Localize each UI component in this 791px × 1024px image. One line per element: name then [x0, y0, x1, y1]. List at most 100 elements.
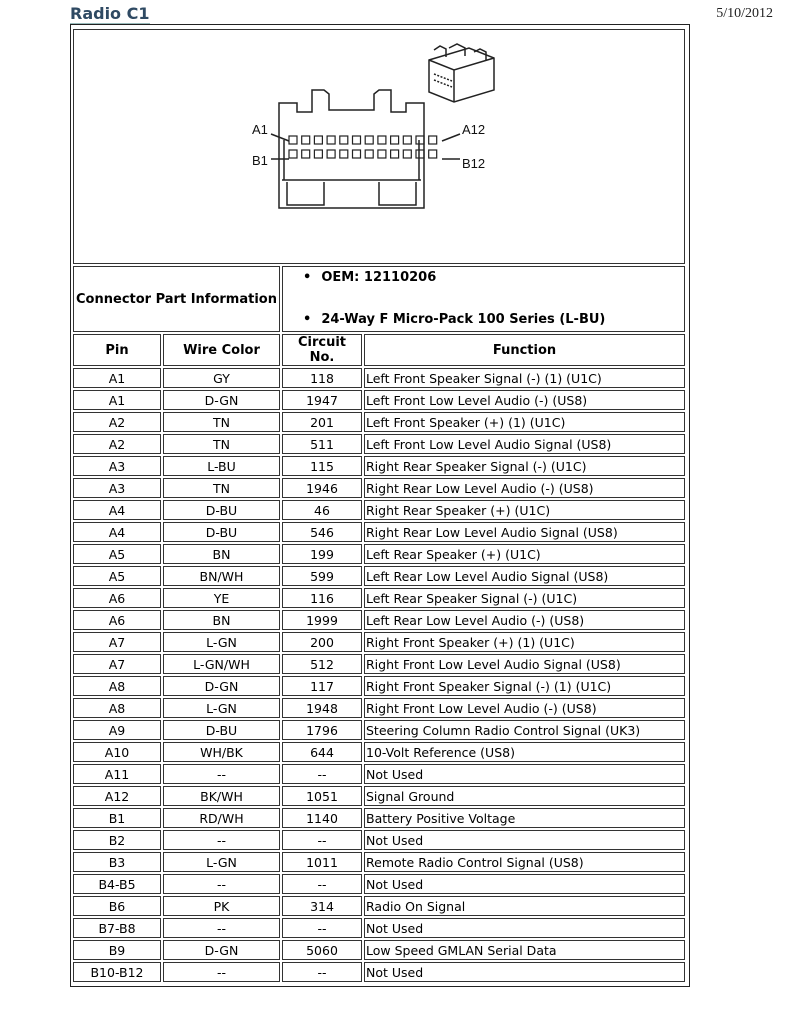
- cell-wire-color: YE: [163, 588, 280, 608]
- cell-pin: B3: [73, 852, 161, 872]
- cell-function: Right Front Speaker (+) (1) (U1C): [364, 632, 685, 652]
- cell-function: Not Used: [364, 764, 685, 784]
- cell-function: Right Front Speaker Signal (-) (1) (U1C): [364, 676, 685, 696]
- cell-function: Right Front Low Level Audio (-) (US8): [364, 698, 685, 718]
- cell-wire-color: BN/WH: [163, 566, 280, 586]
- cell-wire-color: PK: [163, 896, 280, 916]
- cell-circuit-number: 546: [282, 522, 362, 542]
- table-row: A6 BN 1999 Left Rear Low Level Audio (-) (U…: [73, 610, 685, 630]
- cell-circuit-number: 1947: [282, 390, 362, 410]
- cell-wire-color: L-GN: [163, 632, 280, 652]
- cell-wire-color: L-BU: [163, 456, 280, 476]
- cell-pin: A1: [73, 390, 161, 410]
- table-row: B7-B8 -- -- Not Used: [73, 918, 685, 938]
- cell-function: Radio On Signal: [364, 896, 685, 916]
- pin-cavity: [326, 135, 336, 145]
- cell-function: Right Rear Low Level Audio (-) (US8): [364, 478, 685, 498]
- cell-wire-color: --: [163, 874, 280, 894]
- series-item: • 24-Way F Micro-Pack 100 Series (L-BU): [303, 312, 606, 327]
- cell-function: Not Used: [364, 830, 685, 850]
- cell-pin: A3: [73, 456, 161, 476]
- cell-function: Not Used: [364, 918, 685, 938]
- pin-label-a12: A12: [462, 122, 485, 137]
- connector-illustration: A1 A12 B1 B12: [252, 43, 495, 209]
- cell-circuit-number: 200: [282, 632, 362, 652]
- cell-pin: A12: [73, 786, 161, 806]
- cell-wire-color: D-GN: [163, 676, 280, 696]
- cell-function: Battery Positive Voltage: [364, 808, 685, 828]
- cell-pin: A7: [73, 654, 161, 674]
- cell-pin: A8: [73, 698, 161, 718]
- cell-wire-color: D-GN: [163, 940, 280, 960]
- cell-wire-color: --: [163, 830, 280, 850]
- cell-function: Right Rear Speaker Signal (-) (U1C): [364, 456, 685, 476]
- cell-circuit-number: 512: [282, 654, 362, 674]
- table-row: A6 YE 116 Left Rear Speaker Signal (-) (U1C…: [73, 588, 685, 608]
- cell-pin: A9: [73, 720, 161, 740]
- cell-function: Left Front Speaker (+) (1) (U1C): [364, 412, 685, 432]
- cell-pin: A6: [73, 588, 161, 608]
- cell-circuit-number: 1011: [282, 852, 362, 872]
- page-title: Radio C1: [70, 4, 150, 24]
- cell-circuit-number: 117: [282, 676, 362, 696]
- pin-cavity: [415, 149, 425, 159]
- pin-cavity: [301, 149, 311, 159]
- cell-circuit-number: --: [282, 830, 362, 850]
- table-row: A2 TN 201 Left Front Speaker (+) (1) (U1C): [73, 412, 685, 432]
- cell-wire-color: L-GN: [163, 852, 280, 872]
- cell-wire-color: D-BU: [163, 720, 280, 740]
- pin-cavity: [326, 149, 336, 159]
- column-header-pin: Pin: [73, 334, 161, 366]
- cell-wire-color: TN: [163, 434, 280, 454]
- pin-cavity: [390, 135, 400, 145]
- cell-circuit-number: 46: [282, 500, 362, 520]
- cell-wire-color: RD/WH: [163, 808, 280, 828]
- cell-function: Remote Radio Control Signal (US8): [364, 852, 685, 872]
- pin-cavity: [402, 135, 412, 145]
- connector-iso-icon: [428, 43, 495, 103]
- cell-wire-color: --: [163, 918, 280, 938]
- cell-wire-color: TN: [163, 412, 280, 432]
- cell-function: Left Rear Low Level Audio Signal (US8): [364, 566, 685, 586]
- connector-table-frame: A1 A12 B1 B12 Connector Part Information…: [70, 24, 690, 987]
- pin-cavity: [351, 135, 362, 145]
- pin-cavity: [288, 149, 298, 159]
- cell-circuit-number: 1999: [282, 610, 362, 630]
- pin-cavity: [377, 149, 387, 159]
- cell-pin: A3: [73, 478, 161, 498]
- cell-pin: A4: [73, 500, 161, 520]
- cell-circuit-number: 5060: [282, 940, 362, 960]
- connector-diagram: A1 A12 B1 B12: [73, 29, 685, 264]
- cell-pin: A2: [73, 434, 161, 454]
- table-row: B2 -- -- Not Used: [73, 830, 685, 850]
- pin-cavity: [313, 149, 323, 159]
- cell-function: Steering Column Radio Control Signal (UK…: [364, 720, 685, 740]
- cell-circuit-number: 644: [282, 742, 362, 762]
- cell-circuit-number: 199: [282, 544, 362, 564]
- connector-face-icon: [278, 89, 425, 209]
- table-row: A7 L-GN 200 Right Front Speaker (+) (1) (U1…: [73, 632, 685, 652]
- cell-circuit-number: --: [282, 874, 362, 894]
- pin-cavity: [390, 149, 400, 159]
- connector-part-info-label: Connector Part Information: [73, 266, 280, 332]
- cell-pin: B6: [73, 896, 161, 916]
- table-row: B6 PK 314 Radio On Signal: [73, 896, 685, 916]
- cell-pin: B1: [73, 808, 161, 828]
- table-row: A3 L-BU 115 Right Rear Speaker Signal (-) (…: [73, 456, 685, 476]
- cell-wire-color: L-GN/WH: [163, 654, 280, 674]
- cell-function: Left Front Low Level Audio (-) (US8): [364, 390, 685, 410]
- table-row: A9 D-BU 1796 Steering Column Radio Control …: [73, 720, 685, 740]
- cell-wire-color: --: [163, 764, 280, 784]
- cell-function: Right Front Low Level Audio Signal (US8): [364, 654, 685, 674]
- cell-wire-color: GY: [163, 368, 280, 388]
- connector-table: A1 A12 B1 B12 Connector Part Information…: [71, 27, 687, 984]
- pin-cavity: [415, 135, 425, 145]
- cell-circuit-number: 115: [282, 456, 362, 476]
- cell-pin: A7: [73, 632, 161, 652]
- pin-cavity: [301, 135, 311, 145]
- table-row: A5 BN 199 Left Rear Speaker (+) (U1C): [73, 544, 685, 564]
- table-row: B10-B12 -- -- Not Used: [73, 962, 685, 982]
- cell-circuit-number: 314: [282, 896, 362, 916]
- cell-function: Left Front Speaker Signal (-) (1) (U1C): [364, 368, 685, 388]
- cell-function: Right Rear Speaker (+) (U1C): [364, 500, 685, 520]
